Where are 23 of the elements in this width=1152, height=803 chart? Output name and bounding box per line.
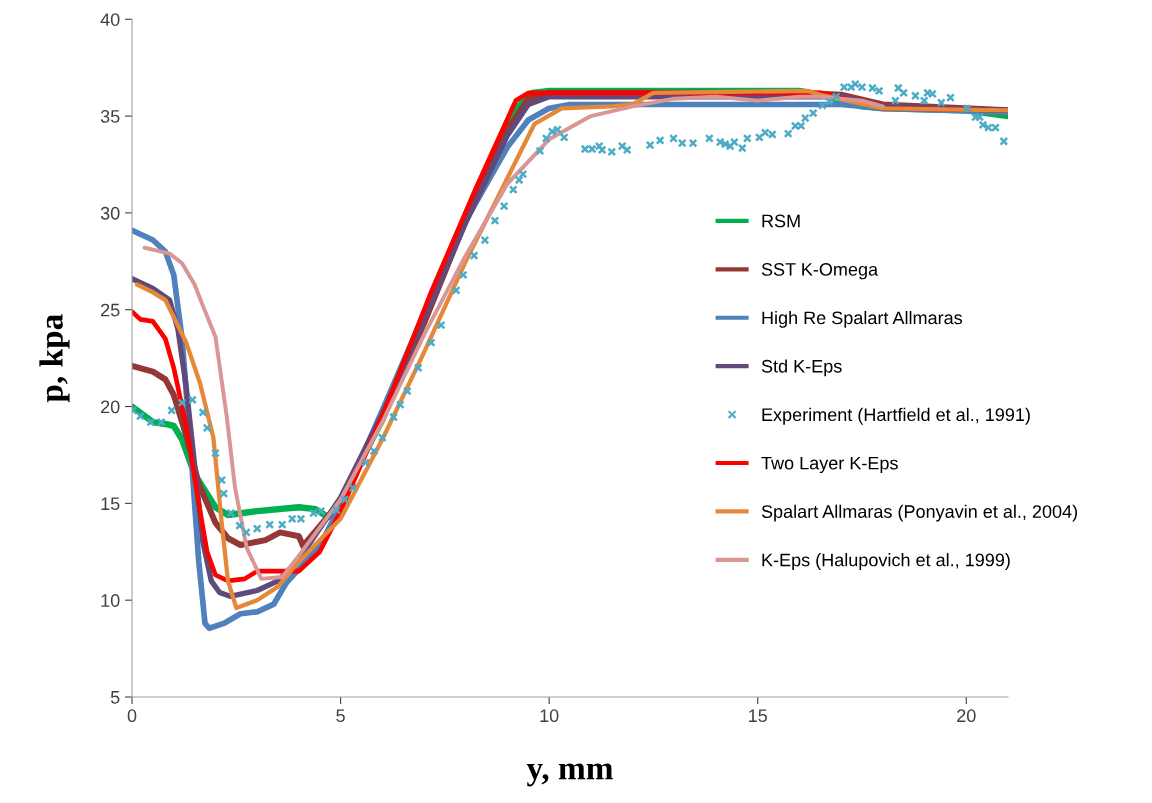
legend-label: Spalart Allmaras (Ponyavin et al., 2004) xyxy=(761,504,1078,522)
x-tick-label: 0 xyxy=(127,709,137,723)
legend-label: Std K-Eps xyxy=(761,359,842,377)
legend-label: RSM xyxy=(762,214,800,228)
y-tick-label: 35 xyxy=(100,110,120,123)
legend-label: Two Layer K-Eps xyxy=(761,456,898,474)
y-tick-label: 10 xyxy=(101,594,120,607)
x-tick-label: 5 xyxy=(336,709,345,723)
y-tick-label: 5 xyxy=(110,691,120,704)
x-axis-title: y, mm xyxy=(526,763,613,787)
y-tick-label: 20 xyxy=(101,400,120,414)
x-tick-label: 10 xyxy=(540,709,559,723)
legend-label: Experiment (Hartfield et al., 1991) xyxy=(762,407,1030,425)
legend-label: K-Eps (Halupovich et al., 1999) xyxy=(762,553,1010,570)
legend-label: SST K-Omega xyxy=(761,263,879,280)
x-tick-label: 15 xyxy=(749,709,768,723)
y-tick-label: 40 xyxy=(100,13,120,26)
y-axis-title: p, kpa xyxy=(39,314,70,403)
y-tick-label: 30 xyxy=(100,206,120,220)
y-tick-label: 25 xyxy=(101,303,120,317)
y-tick-label: 15 xyxy=(101,497,120,511)
x-tick-label: 20 xyxy=(957,709,976,723)
legend-label: High Re Spalart Allmaras xyxy=(762,310,963,328)
